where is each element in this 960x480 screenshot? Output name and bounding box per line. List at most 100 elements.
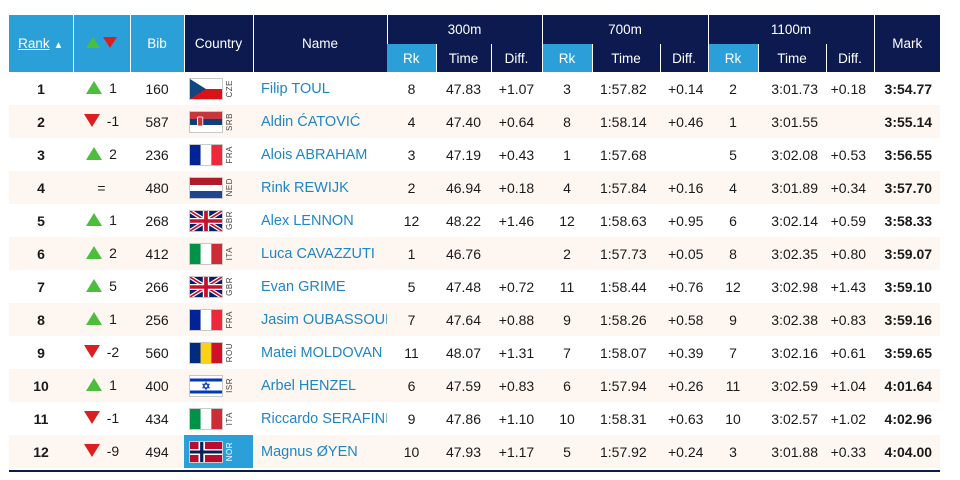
rank-cell: 7 xyxy=(9,270,73,303)
bib-cell: 494 xyxy=(130,435,184,468)
split3-time: 3:02.59 xyxy=(758,369,826,402)
split2-time: 1:58.44 xyxy=(592,270,660,303)
country-cell: GBR xyxy=(184,270,253,303)
rank-change-value: 1 xyxy=(109,211,117,228)
nor-flag-icon xyxy=(189,440,223,463)
rank-down-icon xyxy=(83,411,100,425)
split1-time: 47.93 xyxy=(436,435,491,468)
athlete-name-link[interactable]: Arbel HENZEL xyxy=(253,369,387,402)
split1-time: 47.64 xyxy=(436,303,491,336)
rank-change-value: 1 xyxy=(109,376,117,393)
rou-flag-icon xyxy=(189,341,223,364)
rank-up-icon xyxy=(86,81,103,95)
rank-change-cell: 1 xyxy=(73,369,130,402)
split1-diff: +0.72 xyxy=(491,270,542,303)
country-cell: GBR xyxy=(184,204,253,237)
rank-header-label[interactable]: Rank xyxy=(18,36,50,51)
rank-change-cell: 1 xyxy=(73,204,130,237)
rank-cell: 8 xyxy=(9,303,73,336)
split1-rank: 3 xyxy=(387,138,436,171)
rank-change-cell: -1 xyxy=(73,105,130,138)
split3-diff: +1.04 xyxy=(826,369,875,402)
split2-rk-header: Rk xyxy=(541,44,592,72)
split3-diff: +1.43 xyxy=(826,270,875,303)
split2-rank: 6 xyxy=(542,369,592,402)
split1-rank: 7 xyxy=(387,303,436,336)
gbr-flag-icon xyxy=(189,275,223,298)
split1-rank: 8 xyxy=(387,72,436,105)
split1-time: 48.22 xyxy=(436,204,491,237)
rank-change-value: 1 xyxy=(109,310,117,327)
athlete-name-link[interactable]: Magnus ØYEN xyxy=(253,435,387,468)
split1-rank: 2 xyxy=(387,171,436,204)
gbr-flag-icon xyxy=(189,209,223,232)
country-cell: ITA xyxy=(184,402,253,435)
athlete-name-link[interactable]: Matei MOLDOVAN xyxy=(253,336,387,369)
athlete-name-link[interactable]: Alex LENNON xyxy=(253,204,387,237)
split2-time: 1:58.26 xyxy=(592,303,660,336)
rank-up-icon xyxy=(86,246,103,260)
split2-diff: +0.24 xyxy=(660,435,708,468)
split1-diff: +1.17 xyxy=(491,435,542,468)
sort-asc-icon[interactable]: ▲ xyxy=(53,40,64,51)
table-row: 1 1 160 CZE Filip TOUL 8 47.83 +1.07 3 1:57.82 +0.… xyxy=(9,72,941,105)
table-row: 3 2 236 FRA Alois ABRAHAM 3 47.19 +0.43 1 1:57.68… xyxy=(9,138,941,171)
split3-time: 3:02.35 xyxy=(758,237,826,270)
country-code: NED xyxy=(225,178,234,197)
athlete-name-link[interactable]: Luca CAVAZZUTI xyxy=(253,237,387,270)
split3-time: 3:02.08 xyxy=(758,138,826,171)
athlete-name-link[interactable]: Aldin ĆATOVIĆ xyxy=(253,105,387,138)
rank-change-value: 2 xyxy=(109,244,117,261)
country-code: ROU xyxy=(225,342,234,363)
split1-time-header: Time xyxy=(435,44,491,72)
rank-sort-header[interactable]: Rank ▲ xyxy=(9,15,73,72)
athlete-name-link[interactable]: Jasim OUBASSOUR xyxy=(253,303,387,336)
split2-diff: +0.14 xyxy=(660,72,708,105)
bib-cell: 268 xyxy=(130,204,184,237)
rank-change-cell: 1 xyxy=(73,72,130,105)
country-code: NOR xyxy=(225,441,234,462)
results-table: Rank ▲ Bib Country Name 300m 700m 1100m … xyxy=(9,15,941,468)
split1-time: 48.07 xyxy=(436,336,491,369)
bib-cell: 560 xyxy=(130,336,184,369)
country-code: GBR xyxy=(225,211,234,230)
bib-cell: 480 xyxy=(130,171,184,204)
mark-cell: 3:54.77 xyxy=(874,72,941,105)
split3-rank: 5 xyxy=(708,138,758,171)
country-code: ITA xyxy=(225,246,234,261)
cze-flag-icon xyxy=(189,77,223,100)
split2-rank: 4 xyxy=(542,171,592,204)
split2-diff: +0.39 xyxy=(660,336,708,369)
mark-header: Mark xyxy=(873,15,941,72)
athlete-name-link[interactable]: Rink REWIJK xyxy=(253,171,387,204)
athlete-name-link[interactable]: Evan GRIME xyxy=(253,270,387,303)
split2-rank: 1 xyxy=(542,138,592,171)
rank-change-value: -2 xyxy=(106,343,120,360)
split2-time: 1:57.82 xyxy=(592,72,660,105)
athlete-name-link[interactable]: Riccardo SERAFINI xyxy=(253,402,387,435)
split2-time: 1:58.63 xyxy=(592,204,660,237)
split3-time: 3:01.55 xyxy=(758,105,826,138)
split1-diff: +0.83 xyxy=(491,369,542,402)
country-cell: NED xyxy=(184,171,253,204)
rank-cell: 11 xyxy=(9,402,73,435)
rank-up-icon xyxy=(86,312,103,326)
athlete-name-link[interactable]: Filip TOUL xyxy=(253,72,387,105)
split3-rank: 4 xyxy=(708,171,758,204)
athlete-name-link[interactable]: Alois ABRAHAM xyxy=(253,138,387,171)
name-header: Name xyxy=(252,15,387,72)
mark-cell: 3:56.55 xyxy=(874,138,941,171)
country-cell: ROU xyxy=(184,336,253,369)
split1-diff: +1.10 xyxy=(491,402,542,435)
split3-rank: 7 xyxy=(708,336,758,369)
ned-flag-icon xyxy=(189,176,223,199)
rank-change-cell: 2 xyxy=(73,138,130,171)
split2-rank: 3 xyxy=(542,72,592,105)
split1-rank: 11 xyxy=(387,336,436,369)
rank-change-cell: -2 xyxy=(73,336,130,369)
split1-diff: +1.31 xyxy=(491,336,542,369)
rank-change-cell: = xyxy=(73,171,130,204)
split-1100m-header: 1100m xyxy=(707,15,875,44)
split2-time: 1:57.92 xyxy=(592,435,660,468)
mark-cell: 4:04.00 xyxy=(874,435,941,468)
